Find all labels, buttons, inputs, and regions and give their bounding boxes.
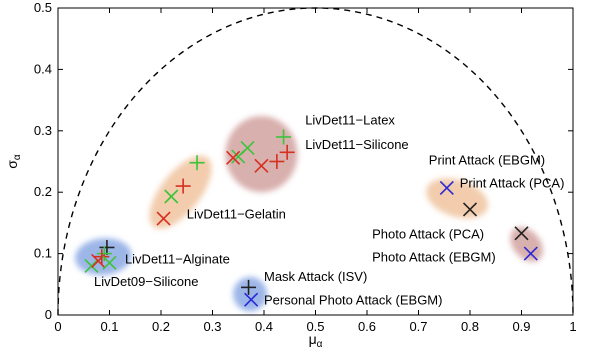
- annotation-label: Mask Attack (ISV): [264, 269, 367, 284]
- annotation-label: Photo Attack (PCA): [372, 226, 484, 241]
- annotations: LivDet11−Latex LivDet11−Silicone LivDet11−…: [94, 113, 564, 308]
- annotation-label: Print Attack (PCA): [460, 175, 565, 190]
- data-point-19: [439, 180, 454, 195]
- annotation-label: LivDet11−Gelatin: [187, 207, 286, 222]
- y-tick-label: 0.2: [34, 184, 52, 199]
- data-point-21: [514, 226, 529, 241]
- data-point-20: [462, 202, 478, 217]
- annotation-label: LivDet11−Alginate: [125, 251, 230, 266]
- x-tick-label: 0.5: [306, 319, 324, 334]
- data-point-6: [254, 158, 269, 173]
- x-tick-label: 0.7: [409, 319, 427, 334]
- data-point-17: [241, 279, 257, 295]
- annotation-label: LivDet11−Silicone: [305, 137, 408, 152]
- x-tick-label: 0.8: [461, 319, 479, 334]
- x-axis-label: μα: [309, 331, 323, 350]
- data-point-8: [164, 189, 179, 204]
- y-tick-label: 0: [45, 307, 52, 322]
- x-tick-label: 0.3: [203, 319, 221, 334]
- tick-labels: 0 0.1 0.2 0.3 0.4 0.5 0.6 0.7 0.8 0.9 1 0 0.1 0.2 0.3 0…: [34, 0, 577, 334]
- x-tick-label: 0.4: [255, 319, 273, 334]
- cluster-blob-3: [233, 276, 268, 312]
- cluster-blob-0: [225, 116, 298, 193]
- data-point-5: [226, 150, 241, 165]
- y-axis-label: σα: [4, 154, 23, 169]
- data-points: [84, 129, 538, 307]
- axes: [57, 7, 574, 316]
- annotation-label: Print Attack (EBGM): [429, 153, 545, 168]
- data-point-10: [156, 211, 171, 226]
- data-point-7: [189, 155, 205, 171]
- data-point-4: [231, 149, 246, 164]
- x-tick-label: 0: [54, 319, 61, 334]
- x-tick-label: 0.6: [358, 319, 376, 334]
- data-point-18: [244, 292, 259, 307]
- annotation-label: Photo Attack (EBGM): [372, 250, 496, 265]
- x-tick-label: 1: [569, 319, 576, 334]
- y-tick-label: 0.5: [34, 0, 52, 15]
- cluster-blob-4: [426, 178, 489, 219]
- data-point-11: [99, 239, 115, 255]
- data-point-1: [279, 144, 295, 160]
- cluster-blob-1: [149, 155, 212, 229]
- data-point-9: [175, 178, 191, 194]
- data-point-16: [102, 255, 117, 270]
- data-point-15: [91, 253, 106, 269]
- annotation-label: Personal Photo Attack (EBGM): [264, 293, 442, 308]
- data-point-2: [269, 154, 285, 169]
- x-tick-label: 0.9: [512, 319, 530, 334]
- cluster-blobs: [75, 116, 543, 312]
- data-point-14: [84, 258, 99, 273]
- annotation-label: LivDet09−Silicone: [94, 274, 198, 289]
- data-point-0: [276, 129, 292, 145]
- y-tick-label: 0.1: [34, 246, 52, 261]
- y-tick-label: 0.4: [34, 61, 52, 76]
- y-tick-label: 0.3: [34, 123, 52, 138]
- x-tick-label: 0.1: [100, 319, 118, 334]
- annotation-label: LivDet11−Latex: [305, 113, 395, 128]
- x-tick-label: 0.2: [152, 319, 170, 334]
- data-point-22: [523, 246, 538, 261]
